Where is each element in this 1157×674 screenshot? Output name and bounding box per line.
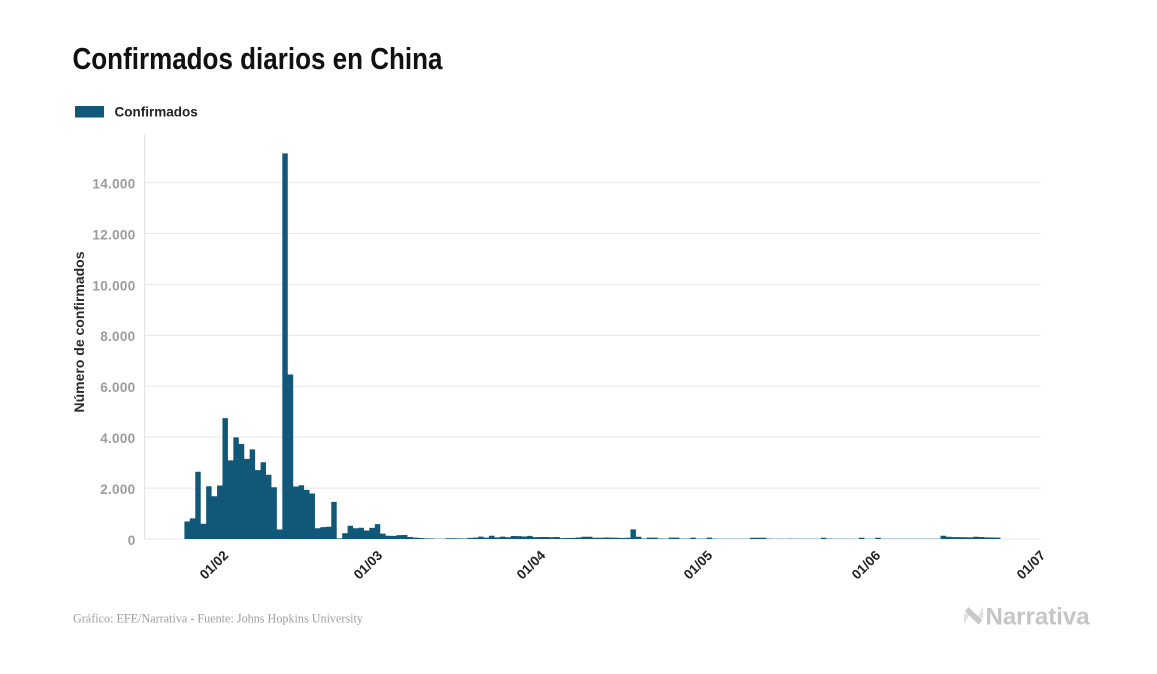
svg-text:Narrativa: Narrativa bbox=[986, 604, 1091, 631]
svg-text:Número de confirmados: Número de confirmados bbox=[71, 251, 87, 412]
svg-text:Confirmados diarios en China: Confirmados diarios en China bbox=[73, 41, 444, 76]
svg-text:Confirmados: Confirmados bbox=[115, 105, 198, 120]
svg-text:12.000: 12.000 bbox=[92, 227, 135, 242]
svg-text:2.000: 2.000 bbox=[100, 482, 135, 497]
svg-text:Gráfico: EFE/Narrativa - Fuent: Gráfico: EFE/Narrativa - Fuente: Johns H… bbox=[73, 611, 364, 625]
svg-text:0: 0 bbox=[128, 533, 136, 548]
svg-text:8.000: 8.000 bbox=[100, 329, 135, 344]
svg-text:6.000: 6.000 bbox=[100, 380, 135, 395]
svg-text:14.000: 14.000 bbox=[92, 176, 135, 191]
svg-text:4.000: 4.000 bbox=[100, 431, 135, 446]
svg-text:10.000: 10.000 bbox=[92, 278, 135, 293]
